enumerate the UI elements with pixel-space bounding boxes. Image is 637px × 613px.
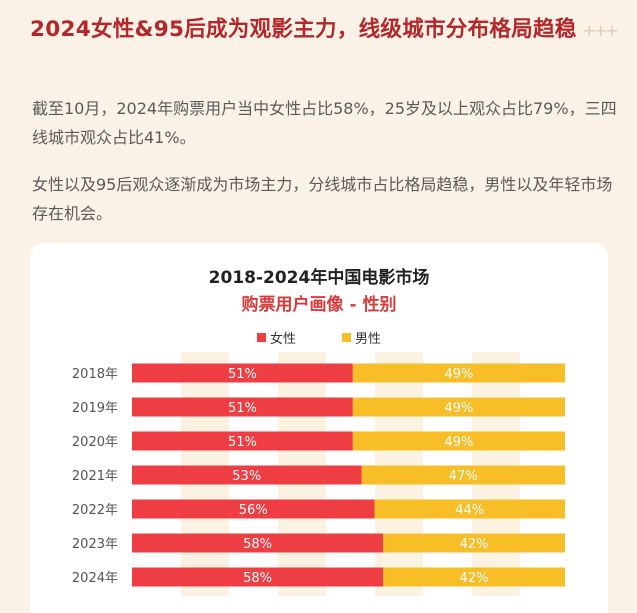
summary-paragraph-2: 女性以及95后观众逐渐成为市场主力，分线城市占比格局趋稳，男性以及年轻市场存在机… <box>32 175 613 223</box>
headline: 2024女性&95后成为观影主力，线级城市分布格局趋稳 +++ <box>30 14 620 46</box>
legend-label-male: 男性 <box>355 332 382 347</box>
bar-female <box>132 567 384 587</box>
data-label-male: 42% <box>460 571 489 586</box>
legend-swatch-male <box>342 333 351 342</box>
category-label: 2023年 <box>72 537 118 552</box>
data-label-female: 56% <box>239 503 268 518</box>
data-label-male: 47% <box>449 469 478 484</box>
data-label-female: 53% <box>232 469 261 484</box>
bar-male <box>361 465 565 485</box>
data-label-male: 49% <box>444 401 473 416</box>
gender-bar-chart: 2018年 51% 49% 2019年 51% 49% 2020年 51% 49% 2021年 53… <box>72 352 565 596</box>
data-label-female: 51% <box>228 435 257 450</box>
bar-male <box>352 363 565 383</box>
legend-item-female: 女性 <box>256 328 296 347</box>
headline-text: 2024女性&95后成为观影主力，线级城市分布格局趋稳 <box>30 17 577 42</box>
data-label-female: 51% <box>228 367 257 382</box>
chart-subtitle: 购票用户画像 - 性别 <box>241 295 397 315</box>
bar-male <box>383 567 565 587</box>
bar-female <box>132 363 353 383</box>
data-label-female: 51% <box>228 401 257 416</box>
data-label-female: 58% <box>243 537 272 552</box>
category-label: 2021年 <box>72 469 118 484</box>
category-label: 2018年 <box>72 367 118 382</box>
bar-male <box>352 431 565 451</box>
category-label: 2024年 <box>72 571 118 586</box>
chart-card: 2018年 51% 49% 2019年 51% 49% 2020年 51% 49% 2021年 53… <box>30 243 608 613</box>
bar-female <box>132 499 375 519</box>
bar-female <box>132 533 384 553</box>
legend-swatch-female <box>256 333 266 342</box>
bar-female <box>132 397 353 417</box>
data-label-male: 49% <box>444 367 473 382</box>
bar-male <box>352 397 565 417</box>
summary-paragraph-1: 截至10月，2024年购票用户当中女性占比58%，25岁及以上观众占比79%，三… <box>32 99 617 147</box>
category-label: 2020年 <box>72 435 118 450</box>
bar-male <box>374 499 565 519</box>
legend-item-male: 男性 <box>342 328 381 347</box>
bar-female <box>132 465 362 485</box>
sparkle-decoration: +++ <box>582 21 619 40</box>
data-label-male: 42% <box>460 537 489 552</box>
category-label: 2022年 <box>72 503 118 518</box>
legend-label-female: 女性 <box>269 332 296 347</box>
chart-title: 2018-2024年中国电影市场 <box>208 268 430 288</box>
data-label-male: 44% <box>455 503 484 518</box>
bar-female <box>132 431 353 451</box>
bar-male <box>383 533 565 553</box>
data-label-male: 49% <box>444 435 473 450</box>
chart-legend: 女性 男性 <box>30 328 608 347</box>
data-label-female: 58% <box>243 571 272 586</box>
category-label: 2019年 <box>72 401 118 416</box>
